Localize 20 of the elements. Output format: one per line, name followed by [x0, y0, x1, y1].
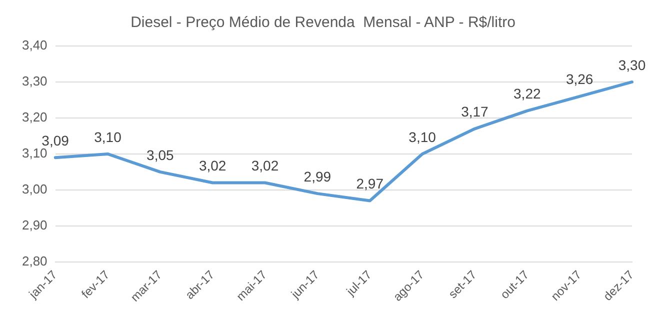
data-label: 3,26: [566, 71, 594, 88]
chart-title: Diesel - Preço Médio de Revenda Mensal - ANP - R$/litro: [130, 14, 516, 32]
data-label: 3,10: [94, 128, 122, 145]
y-tick-label: 3,30: [22, 74, 48, 89]
y-tick-label: 2,80: [22, 254, 48, 269]
data-label: 3,02: [251, 158, 279, 174]
y-tick-label: 3,20: [22, 110, 48, 125]
data-label: 3,17: [461, 104, 489, 120]
data-label: 2,97: [356, 176, 384, 192]
y-tick-label: 3,40: [22, 38, 48, 53]
y-tick-label: 3,10: [22, 146, 48, 161]
data-label: 3,30: [618, 56, 646, 73]
y-tick-label: 2,90: [22, 218, 48, 233]
data-label: 3,09: [42, 132, 70, 148]
data-label: 2,99: [304, 168, 332, 184]
y-tick-label: 3,00: [22, 182, 48, 197]
data-label: 3,10: [408, 128, 436, 145]
data-label: 3,05: [146, 146, 174, 163]
data-label: 3,02: [198, 158, 226, 174]
data-label: 3,22: [514, 86, 541, 102]
